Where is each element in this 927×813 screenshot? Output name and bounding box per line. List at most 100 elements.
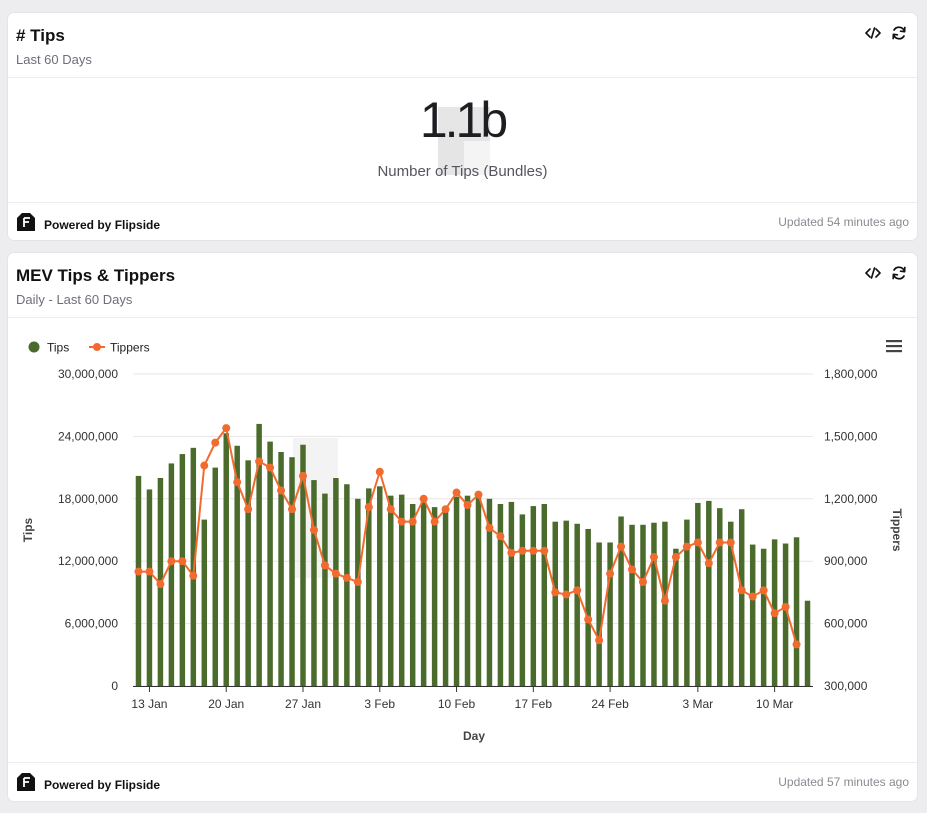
tippers-point[interactable] [474,490,483,499]
bar-tips[interactable] [673,548,679,686]
bar-tips[interactable] [201,519,208,686]
tippers-point[interactable] [222,424,231,433]
bar-tips[interactable] [618,516,624,686]
bar-tips[interactable] [563,520,569,686]
tippers-point[interactable] [671,553,680,562]
bar-tips[interactable] [541,504,548,686]
bar-tips[interactable] [760,548,767,686]
tippers-point[interactable] [244,505,253,514]
tippers-point[interactable] [353,578,362,586]
bar-tips[interactable] [804,600,811,686]
tippers-point[interactable] [562,590,571,599]
tippers-point[interactable] [682,542,691,551]
bar-tips[interactable] [223,433,229,686]
bar-tips[interactable] [245,460,251,686]
tippers-point[interactable] [375,467,384,476]
bar-tips[interactable] [508,501,515,686]
refresh-icon[interactable] [891,265,907,281]
bar-tips[interactable] [289,457,295,686]
legend-item-tips[interactable]: Tips [28,341,70,355]
tippers-point[interactable] [200,461,209,470]
tippers-point[interactable] [507,548,516,557]
bar-tips[interactable] [596,542,602,686]
tippers-point[interactable] [649,553,658,562]
tippers-point[interactable] [463,501,472,510]
tippers-point[interactable] [211,438,220,447]
tippers-point[interactable] [715,538,724,547]
bar-tips[interactable] [278,452,284,686]
tippers-point[interactable] [584,615,593,624]
bar-tips[interactable] [366,488,372,686]
bar-tips[interactable] [146,489,153,686]
tippers-point[interactable] [617,542,626,551]
bar-tips[interactable] [344,484,350,686]
bar-tips[interactable] [322,493,328,686]
tippers-point[interactable] [529,546,538,555]
tippers-point[interactable] [628,565,637,574]
tippers-point[interactable] [386,505,395,514]
tippers-point[interactable] [748,592,757,601]
tippers-point[interactable] [496,532,505,541]
bar-tips[interactable] [168,463,175,686]
bar-tips[interactable] [431,507,438,686]
bar-tips[interactable] [585,528,591,686]
tippers-point[interactable] [167,557,176,566]
tippers-point[interactable] [759,586,768,595]
bar-tips[interactable] [300,444,306,686]
bar-tips[interactable] [749,544,756,686]
bar-tips[interactable] [179,454,186,686]
tippers-point[interactable] [299,471,307,480]
bar-tips[interactable] [475,493,482,686]
tippers-point[interactable] [309,526,318,534]
bar-tips[interactable] [267,441,273,686]
tippers-point[interactable] [178,557,187,566]
tippers-point[interactable] [277,486,286,495]
hamburger-menu-icon[interactable] [886,340,902,353]
tippers-point[interactable] [430,517,439,526]
tippers-point[interactable] [737,586,746,595]
tippers-point[interactable] [288,505,297,514]
tippers-point[interactable] [704,559,713,568]
bar-tips[interactable] [695,502,701,686]
tippers-point[interactable] [660,596,669,605]
tippers-point[interactable] [693,538,702,547]
tippers-point[interactable] [255,457,264,466]
tippers-point[interactable] [770,609,779,618]
tippers-point[interactable] [551,588,560,597]
tippers-point[interactable] [518,546,527,555]
bar-tips[interactable] [717,508,723,686]
tippers-point[interactable] [595,636,604,645]
tippers-point[interactable] [145,567,154,576]
tippers-point[interactable] [792,640,801,649]
refresh-icon[interactable] [891,25,907,41]
tippers-point[interactable] [397,517,406,526]
bar-tips[interactable] [453,496,460,686]
tippers-point[interactable] [452,488,461,497]
bar-tips[interactable] [409,504,416,686]
bar-tips[interactable] [552,521,558,686]
bar-tips[interactable] [607,542,613,686]
code-icon[interactable] [865,265,881,281]
bar-tips[interactable] [486,498,493,686]
bar-tips[interactable] [256,423,262,686]
bar-tips[interactable] [574,523,580,686]
bar-tips[interactable] [782,543,789,686]
tippers-point[interactable] [639,578,647,586]
code-icon[interactable] [865,25,881,41]
tippers-point[interactable] [364,503,373,512]
bar-tips[interactable] [377,486,383,686]
bar-tips[interactable] [135,475,142,686]
bar-tips[interactable] [793,537,800,686]
tippers-point[interactable] [606,569,615,578]
tippers-point[interactable] [233,478,242,487]
tippers-point[interactable] [540,546,549,555]
bar-tips[interactable] [420,498,427,686]
bar-tips[interactable] [333,478,339,686]
bar-tips[interactable] [355,498,361,686]
tippers-point[interactable] [726,538,735,547]
bar-tips[interactable] [629,524,635,686]
legend-item-tippers[interactable]: Tippers [89,341,150,355]
tippers-point[interactable] [781,602,790,611]
tippers-point[interactable] [408,517,417,526]
tippers-point[interactable] [419,494,428,503]
